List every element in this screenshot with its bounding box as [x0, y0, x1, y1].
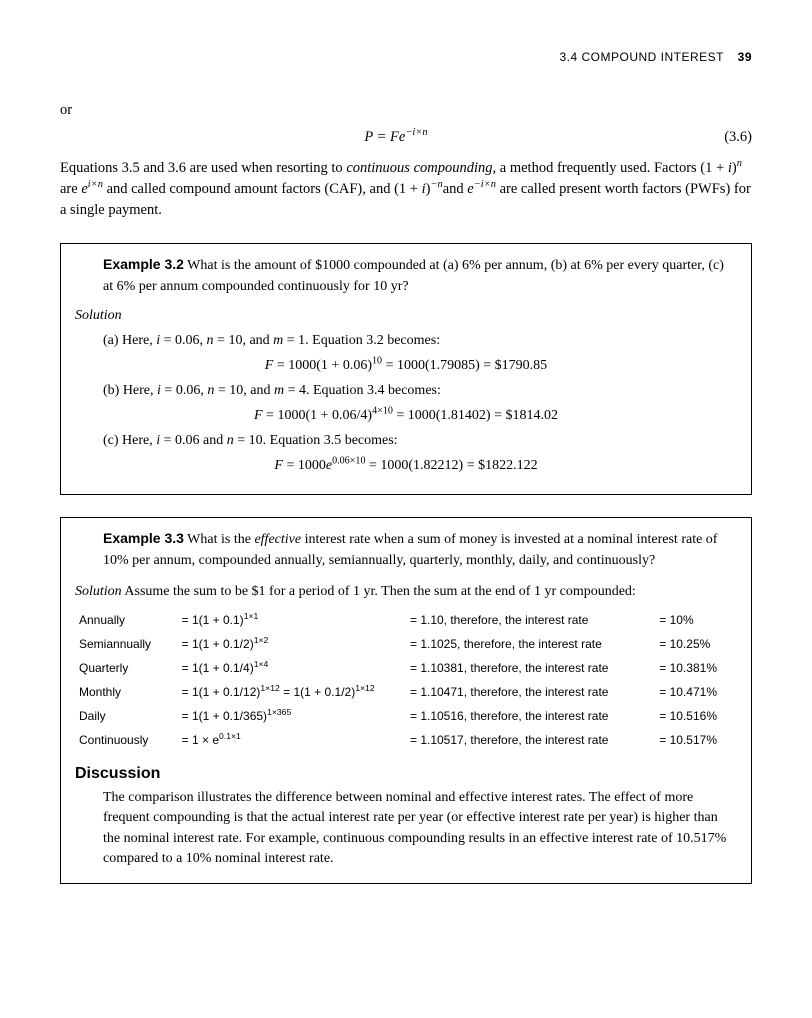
period-cell: Continuously — [75, 728, 178, 752]
table-row: Continuously= 1 × e0.1×1= 1.10517, there… — [75, 728, 737, 752]
table-row: Quarterly= 1(1 + 0.1/4)1×4= 1.10381, the… — [75, 656, 737, 680]
result-cell: = 1.10517, therefore, the interest rate — [406, 728, 655, 752]
page: 3.4 COMPOUND INTEREST 39 or P = Fe−i×n (… — [0, 0, 812, 1018]
table-row: Daily= 1(1 + 0.1/365)1×365= 1.10516, the… — [75, 704, 737, 728]
example-3-2-box: Example 3.2 What is the amount of $1000 … — [60, 243, 752, 495]
rate-cell: = 10.25% — [655, 632, 737, 656]
period-cell: Monthly — [75, 680, 178, 704]
rate-cell: = 10% — [655, 608, 737, 632]
solution-label: Solution — [75, 305, 737, 326]
part-a-equation: F = 1000(1 + 0.06)10 = 1000(1.79085) = $… — [75, 355, 737, 376]
discussion-body: The comparison illustrates the differenc… — [103, 788, 737, 869]
expression-cell: = 1(1 + 0.1/2)1×2 — [178, 632, 406, 656]
period-cell: Semiannually — [75, 632, 178, 656]
part-b-equation: F = 1000(1 + 0.06/4)4×10 = 1000(1.81402)… — [75, 405, 737, 426]
example-label: Example 3.3 — [103, 530, 184, 546]
result-cell: = 1.10471, therefore, the interest rate — [406, 680, 655, 704]
example-3-2-question: Example 3.2 What is the amount of $1000 … — [75, 254, 737, 297]
equation-number: (3.6) — [692, 127, 752, 148]
rate-cell: = 10.517% — [655, 728, 737, 752]
example-3-3-question: Example 3.3 What is the effective intere… — [75, 528, 737, 571]
table-row: Semiannually= 1(1 + 0.1/2)1×2= 1.1025, t… — [75, 632, 737, 656]
rate-table: Annually= 1(1 + 0.1)1×1= 1.10, therefore… — [75, 608, 737, 752]
equation-body: P = Fe−i×n — [100, 127, 692, 148]
period-cell: Daily — [75, 704, 178, 728]
part-b-text: (b) Here, i = 0.06, n = 10, and m = 4. E… — [103, 380, 737, 401]
expression-cell: = 1 × e0.1×1 — [178, 728, 406, 752]
part-c-text: (c) Here, i = 0.06 and n = 10. Equation … — [103, 430, 737, 451]
expression-cell: = 1(1 + 0.1/4)1×4 — [178, 656, 406, 680]
result-cell: = 1.1025, therefore, the interest rate — [406, 632, 655, 656]
example-label: Example 3.2 — [103, 256, 184, 272]
part-a-text: (a) Here, i = 0.06, n = 10, and m = 1. E… — [103, 330, 737, 351]
table-row: Monthly= 1(1 + 0.1/12)1×12 = 1(1 + 0.1/2… — [75, 680, 737, 704]
discussion-heading: Discussion — [75, 762, 737, 786]
part-c-equation: F = 1000e0.06×10 = 1000(1.82212) = $1822… — [75, 455, 737, 476]
or-label: or — [60, 100, 752, 121]
result-cell: = 1.10, therefore, the interest rate — [406, 608, 655, 632]
rate-cell: = 10.516% — [655, 704, 737, 728]
equation-3-6: P = Fe−i×n (3.6) — [60, 127, 752, 148]
lead-paragraph: Equations 3.5 and 3.6 are used when reso… — [60, 158, 752, 221]
solution-line: Solution Assume the sum to be $1 for a p… — [75, 581, 737, 602]
expression-cell: = 1(1 + 0.1)1×1 — [178, 608, 406, 632]
result-cell: = 1.10516, therefore, the interest rate — [406, 704, 655, 728]
expression-cell: = 1(1 + 0.1/12)1×12 = 1(1 + 0.1/2)1×12 — [178, 680, 406, 704]
lead-block: or P = Fe−i×n (3.6) Equations 3.5 and 3.… — [60, 100, 752, 221]
running-head: 3.4 COMPOUND INTEREST 39 — [60, 50, 752, 64]
page-number: 39 — [738, 50, 752, 64]
period-cell: Quarterly — [75, 656, 178, 680]
table-row: Annually= 1(1 + 0.1)1×1= 1.10, therefore… — [75, 608, 737, 632]
result-cell: = 1.10381, therefore, the interest rate — [406, 656, 655, 680]
example-3-3-box: Example 3.3 What is the effective intere… — [60, 517, 752, 884]
period-cell: Annually — [75, 608, 178, 632]
expression-cell: = 1(1 + 0.1/365)1×365 — [178, 704, 406, 728]
rate-cell: = 10.471% — [655, 680, 737, 704]
rate-cell: = 10.381% — [655, 656, 737, 680]
section-label: 3.4 COMPOUND INTEREST — [559, 50, 723, 64]
